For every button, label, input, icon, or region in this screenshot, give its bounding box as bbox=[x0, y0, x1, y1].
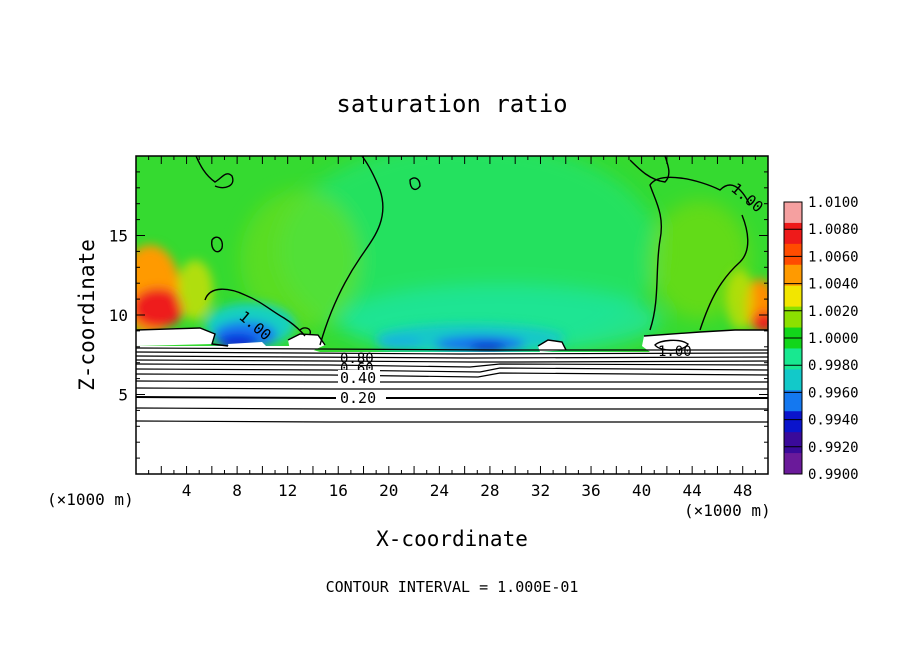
colorbar-swatch bbox=[784, 306, 802, 329]
field-left-yellow-edge bbox=[177, 260, 213, 320]
x-unit-label-right: (×1000 m) bbox=[684, 501, 771, 520]
contour-label: 0.20 bbox=[340, 389, 376, 407]
x-tick-label: 32 bbox=[531, 481, 550, 500]
colorbar-label: 1.0080 bbox=[808, 222, 859, 238]
colorbar-swatch bbox=[784, 432, 802, 454]
colorbar-label: 0.9940 bbox=[808, 413, 859, 429]
colorbar-swatch bbox=[784, 264, 802, 287]
colorbar-swatch bbox=[784, 453, 802, 475]
colorbar-label: 1.0020 bbox=[808, 304, 859, 320]
x-tick-label: 28 bbox=[480, 481, 499, 500]
field-right-yellow-edge bbox=[726, 270, 754, 330]
white-patch-left2 bbox=[228, 342, 270, 352]
white-patch-left bbox=[136, 328, 215, 346]
contour-interval-note: CONTOUR INTERVAL = 1.000E-01 bbox=[326, 578, 579, 596]
field-right-yellow bbox=[650, 200, 750, 320]
colorbar-swatch bbox=[784, 411, 802, 433]
contours-upper bbox=[136, 156, 768, 351]
x-tick-label: 44 bbox=[683, 481, 702, 500]
x-tick-label: 40 bbox=[632, 481, 651, 500]
field-right-red bbox=[752, 312, 768, 332]
colorbar-label: 1.0060 bbox=[808, 249, 859, 265]
colorbar-label: 0.9980 bbox=[808, 358, 859, 374]
colorbar-label: 1.0000 bbox=[808, 331, 859, 347]
y-axis: 5 10 15 bbox=[109, 171, 768, 459]
chart-title: saturation ratio bbox=[336, 90, 567, 118]
x-tick-label: 48 bbox=[733, 481, 752, 500]
x-axis: 4 8 12 16 20 24 28 32 36 40 44 48 bbox=[148, 156, 756, 500]
white-lower-region bbox=[136, 346, 768, 474]
white-patch-mid bbox=[288, 334, 325, 352]
colorbar-swatch bbox=[784, 222, 802, 245]
x-unit-label-left: (×1000 m) bbox=[47, 490, 134, 509]
y-tick-label: 10 bbox=[109, 306, 128, 325]
field-left-yellow bbox=[240, 190, 360, 330]
y-tick-label: 5 bbox=[118, 386, 128, 405]
y-tick-label: 15 bbox=[109, 227, 128, 246]
colorbar-label: 1.0100 bbox=[808, 195, 859, 211]
field-blue-small bbox=[378, 337, 422, 349]
field-left-red bbox=[136, 288, 184, 328]
colorbar-swatch bbox=[784, 369, 802, 391]
x-tick-label: 16 bbox=[329, 481, 348, 500]
colorbar-swatch bbox=[784, 390, 802, 412]
colorbar-label: 1.0040 bbox=[808, 277, 859, 293]
x-tick-label: 12 bbox=[278, 481, 297, 500]
colorbar-label: 0.9900 bbox=[808, 467, 859, 483]
white-patch-c bbox=[538, 340, 566, 352]
colorbar: 1.0100 1.0080 1.0060 1.0040 1.0020 1.0000 0.99… bbox=[783, 195, 859, 483]
colorbar-swatch bbox=[784, 348, 802, 370]
x-tick-label: 20 bbox=[379, 481, 398, 500]
x-tick-label: 24 bbox=[430, 481, 449, 500]
plot-area: 1.00 1.00 1.00 0.80 0.60 0.40 0.20 bbox=[136, 156, 768, 474]
x-axis-title: X-coordinate bbox=[376, 527, 528, 551]
white-patch-right bbox=[642, 330, 768, 352]
contour-label: 1.00 bbox=[658, 344, 692, 360]
x-tick-label: 36 bbox=[581, 481, 600, 500]
colorbar-swatch bbox=[784, 285, 802, 308]
x-tick-label: 4 bbox=[182, 481, 192, 500]
colorbar-swatch bbox=[784, 243, 802, 266]
colorbar-swatch bbox=[784, 202, 802, 224]
x-tick-label: 8 bbox=[232, 481, 242, 500]
colorbar-label: 0.9920 bbox=[808, 440, 859, 456]
contours-lower bbox=[136, 347, 768, 423]
contour-label: 0.80 bbox=[340, 351, 374, 367]
colorbar-label: 0.9960 bbox=[808, 385, 859, 401]
contour-label: 0.40 bbox=[340, 369, 376, 387]
y-axis-title: Z-coordinate bbox=[75, 239, 99, 391]
